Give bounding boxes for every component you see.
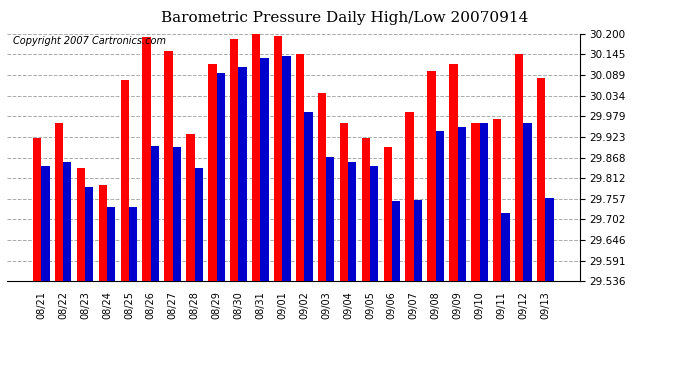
Bar [274,36,282,281]
Bar [85,187,93,281]
Bar [435,130,444,281]
Bar [384,147,392,281]
Bar [339,123,348,281]
Bar [107,207,115,281]
Bar [129,207,137,281]
Bar [457,127,466,281]
Bar [449,64,457,281]
Bar [208,64,217,281]
Bar [545,198,553,281]
Bar [143,38,151,281]
Bar [239,67,247,281]
Bar [304,112,313,281]
Bar [63,162,72,281]
Bar [41,166,50,281]
Bar [172,147,181,281]
Bar [370,166,378,281]
Bar [414,200,422,281]
Bar [230,39,239,281]
Bar [493,120,502,281]
Bar [296,54,304,281]
Bar [480,123,488,281]
Bar [77,168,85,281]
Bar [471,123,480,281]
Bar [282,56,290,281]
Bar [502,213,510,281]
Bar [515,54,523,281]
Bar [33,138,41,281]
Bar [186,134,195,281]
Bar [260,58,268,281]
Bar [164,51,172,281]
Bar [392,201,400,281]
Bar [348,162,356,281]
Bar [362,138,370,281]
Text: Copyright 2007 Cartronics.com: Copyright 2007 Cartronics.com [12,36,166,46]
Bar [217,73,225,281]
Bar [252,34,260,281]
Bar [427,71,435,281]
Text: Barometric Pressure Daily High/Low 20070914: Barometric Pressure Daily High/Low 20070… [161,11,529,25]
Bar [326,157,335,281]
Bar [151,146,159,281]
Bar [55,123,63,281]
Bar [318,93,326,281]
Bar [195,168,203,281]
Bar [99,185,107,281]
Bar [537,78,545,281]
Bar [121,80,129,281]
Bar [406,112,414,281]
Bar [523,123,532,281]
